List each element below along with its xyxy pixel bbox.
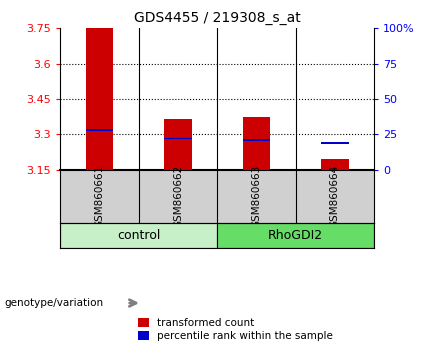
- Text: control: control: [117, 229, 160, 242]
- Text: GSM860661: GSM860661: [95, 165, 104, 228]
- Text: RhoGDI2: RhoGDI2: [268, 229, 323, 242]
- Text: GSM860662: GSM860662: [173, 165, 183, 228]
- Bar: [243, 117, 270, 170]
- Text: GSM860664: GSM860664: [330, 165, 340, 228]
- Legend: transformed count, percentile rank within the sample: transformed count, percentile rank withi…: [134, 313, 337, 345]
- Bar: [164, 138, 192, 139]
- Bar: [321, 142, 349, 144]
- Text: genotype/variation: genotype/variation: [4, 298, 104, 308]
- Bar: [164, 119, 192, 170]
- Bar: [60, 223, 217, 248]
- Bar: [86, 28, 113, 170]
- Title: GDS4455 / 219308_s_at: GDS4455 / 219308_s_at: [134, 11, 301, 24]
- Bar: [321, 159, 349, 170]
- Bar: [217, 223, 374, 248]
- Text: GSM860663: GSM860663: [252, 165, 261, 228]
- Bar: [86, 129, 113, 131]
- Bar: [243, 139, 270, 141]
